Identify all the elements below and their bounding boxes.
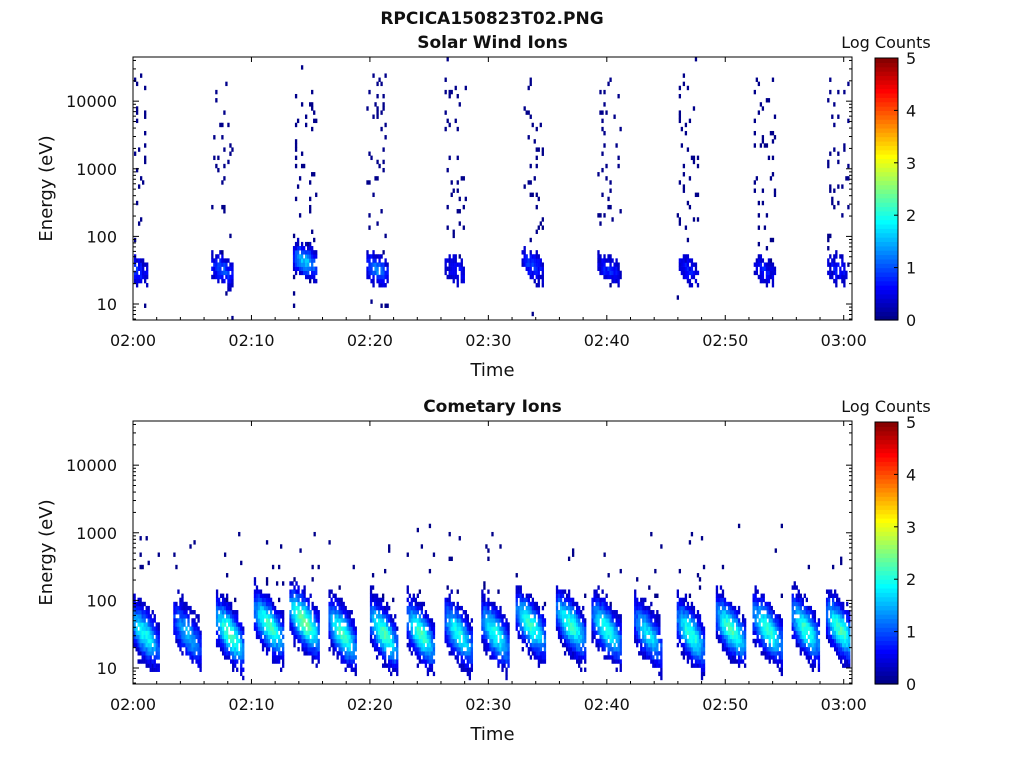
colorbar-tick-label: 4 bbox=[906, 465, 916, 484]
colorbar-tick-label: 2 bbox=[906, 570, 916, 589]
spectrogram-cells bbox=[133, 57, 850, 321]
x-tick-label: 02:40 bbox=[584, 695, 630, 714]
colorbar-tick-label: 4 bbox=[906, 101, 916, 120]
x-tick-label: 02:30 bbox=[465, 331, 511, 350]
colorbar-tick-label: 0 bbox=[906, 311, 916, 330]
panel-title: Cometary Ions bbox=[423, 397, 562, 417]
x-tick-label: 03:00 bbox=[821, 695, 867, 714]
x-tick-label: 02:10 bbox=[228, 695, 274, 714]
y-tick-label: 100 bbox=[86, 227, 117, 246]
x-tick-label: 02:00 bbox=[110, 331, 156, 350]
spectrogram-cells bbox=[133, 523, 851, 681]
x-axis-label: Time bbox=[469, 360, 514, 381]
x-tick-label: 02:40 bbox=[584, 331, 630, 350]
x-tick-label: 02:10 bbox=[228, 331, 274, 350]
y-tick-label: 10000 bbox=[66, 456, 117, 475]
colorbar-tick-label: 1 bbox=[906, 259, 916, 278]
y-tick-label: 1000 bbox=[76, 160, 117, 179]
x-tick-label: 02:00 bbox=[110, 695, 156, 714]
colorbar-label: Log Counts bbox=[841, 33, 931, 52]
x-tick-label: 02:20 bbox=[347, 695, 393, 714]
figure-title: RPCICA150823T02.PNG bbox=[380, 9, 603, 29]
colorbar-tick-label: 3 bbox=[906, 154, 916, 173]
colorbar-tick-label: 5 bbox=[906, 413, 916, 432]
colorbar-tick-label: 1 bbox=[906, 623, 916, 642]
x-tick-label: 02:20 bbox=[347, 331, 393, 350]
colorbar-tick-label: 0 bbox=[906, 675, 916, 694]
y-tick-label: 1000 bbox=[76, 524, 117, 543]
x-tick-label: 02:50 bbox=[702, 695, 748, 714]
solar-wind-panel: Solar Wind Ions 02:00 02:10 02:20 02:30 02:40… bbox=[36, 33, 931, 381]
y-tick-label: 10000 bbox=[66, 92, 117, 111]
x-tick-label: 03:00 bbox=[821, 331, 867, 350]
panel-title: Solar Wind Ions bbox=[417, 33, 568, 53]
colorbar-tick-label: 2 bbox=[906, 206, 916, 225]
y-axis-label: Energy (eV) bbox=[36, 135, 57, 241]
colorbar-tick-label: 5 bbox=[906, 49, 916, 68]
x-tick-label: 02:50 bbox=[702, 331, 748, 350]
y-axis-label: Energy (eV) bbox=[36, 499, 57, 605]
plot-frame bbox=[132, 420, 853, 685]
x-tick-label: 02:30 bbox=[465, 695, 511, 714]
colorbar-label: Log Counts bbox=[841, 397, 931, 416]
y-tick-label: 100 bbox=[86, 591, 117, 610]
colorbar-tick-label: 3 bbox=[906, 518, 916, 537]
plot-frame bbox=[132, 56, 853, 321]
y-tick-label: 10 bbox=[97, 659, 117, 678]
y-tick-label: 10 bbox=[97, 295, 117, 314]
x-axis-label: Time bbox=[469, 724, 514, 745]
